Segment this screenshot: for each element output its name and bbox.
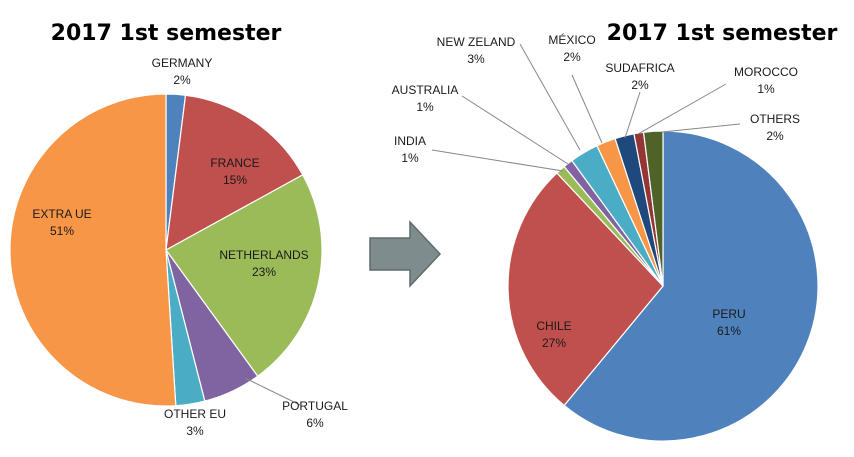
slice-name: NETHERLANDS	[219, 248, 308, 262]
slice-name: PORTUGAL	[282, 399, 348, 413]
slice-label-other-eu: OTHER EU 3%	[164, 407, 226, 438]
slice-name: OTHERS	[750, 112, 800, 126]
slice-name: FRANCE	[210, 156, 259, 170]
slice-value: 27%	[542, 336, 566, 350]
pie-slice-france	[165, 94, 304, 252]
chart-title-right: 2017 1st semester	[607, 21, 838, 46]
slice-labels-left: GERMANY 2% FRANCE 15% NETHERLANDS 23% PORTUGAL…	[32, 56, 348, 438]
slice-name: MOROCCO	[734, 65, 798, 79]
slice-name: GERMANY	[152, 56, 213, 70]
slice-value: 61%	[717, 324, 741, 338]
slice-label-sudafrica: SUDAFRICA 2%	[605, 61, 674, 92]
leader-line	[461, 95, 569, 165]
leader-lines-left	[244, 377, 301, 406]
slice-label-india: INDIA 1%	[394, 134, 426, 165]
slice-value: 1%	[401, 151, 419, 165]
slice-value: 51%	[50, 224, 74, 238]
slice-name: OTHER EU	[164, 407, 226, 421]
slice-label-france: FRANCE 15%	[210, 156, 259, 187]
slice-name: EXTRA UE	[32, 207, 91, 221]
slice-value: 15%	[223, 173, 247, 187]
slice-value: 1%	[416, 100, 434, 114]
slice-name: SUDAFRICA	[605, 61, 674, 75]
slice-labels-right: PERU 61% CHILE 27% INDIA 1% AUSTRALIA 1% NEW ZEL…	[392, 32, 800, 350]
slice-name: NEW ZELAND	[437, 35, 516, 49]
slice-label-new-zeland: NEW ZELAND 3%	[437, 35, 516, 66]
slice-label-peru: PERU 61%	[712, 307, 745, 338]
leader-line	[519, 43, 581, 151]
slice-name: INDIA	[394, 134, 426, 148]
pie-slices-left	[9, 93, 323, 407]
slice-label-others: OTHERS 2%	[750, 112, 800, 143]
slice-label-m-xico: MÉXICO 2%	[548, 32, 595, 64]
slice-value: 2%	[631, 78, 649, 92]
pie-slice-peru	[563, 130, 819, 442]
slice-label-germany: GERMANY 2%	[152, 56, 213, 87]
slice-value: 3%	[467, 52, 485, 66]
leader-lines-right	[431, 43, 741, 172]
slice-value: 3%	[186, 424, 204, 438]
leader-line	[431, 149, 564, 172]
pie-slices-right	[507, 130, 819, 442]
leader-line	[244, 377, 301, 406]
pie-slice-netherlands	[165, 174, 323, 378]
slice-value: 23%	[252, 265, 276, 279]
chart-title-left: 2017 1st semester	[51, 21, 282, 46]
pie-chart-right: 2017 1st semester PERU 61% CHILE 27% INDIA 1%…	[392, 21, 838, 442]
slice-value: 2%	[563, 50, 581, 64]
slice-value: 2%	[766, 129, 784, 143]
slice-value: 2%	[173, 73, 191, 87]
slice-label-chile: CHILE 27%	[536, 319, 571, 350]
slice-label-morocco: MOROCCO 1%	[734, 65, 798, 96]
slice-label-netherlands: NETHERLANDS 23%	[219, 248, 308, 279]
slice-label-australia: AUSTRALIA 1%	[392, 83, 459, 114]
slice-name: PERU	[712, 307, 745, 321]
leader-line	[661, 123, 741, 133]
pie-slice-extra-ue	[9, 93, 177, 407]
slice-value: 6%	[306, 416, 324, 430]
pie-slice-chile	[507, 172, 664, 407]
slice-label-portugal: PORTUGAL 6%	[282, 399, 348, 430]
leader-line	[624, 91, 641, 139]
pie-chart-left: 2017 1st semester GERMANY 2% FRANCE 15% NETH…	[9, 21, 348, 438]
slice-label-extra-ue: EXTRA UE 51%	[32, 207, 91, 238]
leader-line	[637, 83, 727, 135]
slice-name: MÉXICO	[548, 32, 595, 47]
right-arrow-icon	[369, 220, 442, 288]
slice-name: CHILE	[536, 319, 571, 333]
slice-value: 1%	[757, 82, 775, 96]
slice-name: AUSTRALIA	[392, 83, 459, 97]
pie-slice-others	[642, 130, 664, 287]
leader-line	[571, 74, 603, 144]
